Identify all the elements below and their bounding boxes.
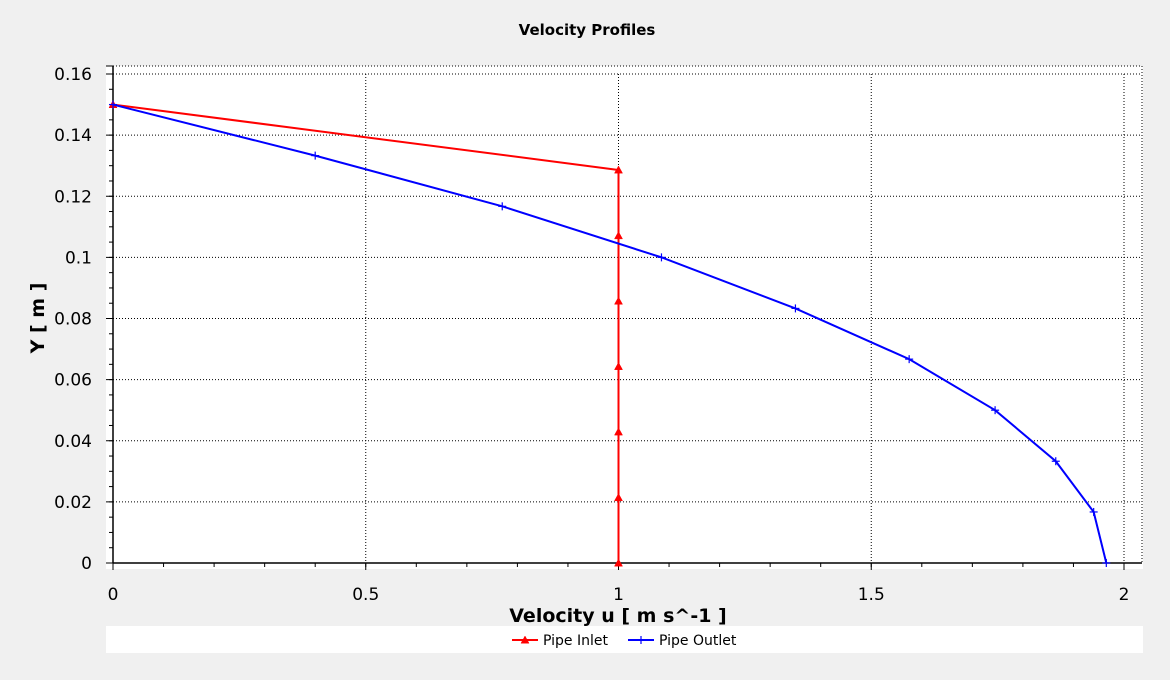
- y-tick-label: 0: [81, 554, 92, 574]
- y-tick-label: 0.1: [65, 248, 92, 268]
- data-point-pipe-outlet: [791, 304, 800, 313]
- data-point-pipe-outlet: [657, 253, 666, 262]
- y-tick-label: 0.14: [54, 126, 92, 146]
- y-axis-label: Y [ m ]: [27, 283, 49, 355]
- y-tick-label: 0.02: [54, 493, 92, 513]
- data-point-pipe-inlet: [614, 231, 623, 240]
- data-point-pipe-inlet: [614, 361, 623, 370]
- y-tick-label: 0.06: [54, 371, 92, 391]
- data-point-pipe-outlet: [1102, 559, 1111, 567]
- plot-area: [106, 66, 1143, 569]
- x-tick-label: 0: [108, 585, 119, 605]
- y-tick-label: 0.12: [54, 187, 92, 207]
- series-layer: [108, 100, 1111, 567]
- y-tick-label: 0.04: [54, 432, 92, 452]
- tick-labels: 0 0.5 1 1.5 2 0 0.02 0.04 0.06 0.08 0.1 0.12 0.14 0.1…: [54, 65, 1129, 605]
- legend: Pipe Inlet Pipe Outlet: [512, 633, 737, 649]
- data-point-pipe-outlet: [311, 151, 320, 160]
- x-tick-label: 0.5: [352, 585, 379, 605]
- data-point-pipe-outlet: [905, 355, 914, 364]
- data-point-pipe-outlet: [1051, 457, 1060, 466]
- series-line-pipe-inlet: [112, 103, 620, 563]
- x-tick-label: 1: [613, 585, 624, 605]
- chart-title: Velocity Profiles: [519, 21, 656, 39]
- data-point-pipe-inlet: [614, 427, 623, 436]
- legend-box: [106, 626, 1143, 653]
- data-point-pipe-inlet: [614, 296, 623, 305]
- data-point-pipe-outlet: [109, 100, 117, 109]
- data-point-pipe-inlet: [614, 558, 623, 567]
- x-tick-label: 2: [1119, 585, 1130, 605]
- x-axis-label: Velocity u [ m s^-1 ]: [509, 605, 726, 627]
- legend-label-pipe-outlet: Pipe Outlet: [659, 633, 737, 649]
- legend-label-pipe-inlet: Pipe Inlet: [543, 633, 608, 649]
- legend-marker-pipe-inlet: [520, 635, 530, 644]
- data-point-pipe-outlet: [1089, 507, 1098, 516]
- legend-marker-pipe-outlet: [637, 636, 645, 644]
- data-point-pipe-inlet: [614, 165, 623, 174]
- grid-lines: [113, 65, 1143, 563]
- data-point-pipe-outlet: [991, 406, 1000, 415]
- x-tick-label: 1.5: [858, 585, 885, 605]
- y-tick-label: 0.16: [54, 65, 92, 85]
- series-line-pipe-outlet: [112, 103, 1108, 564]
- data-point-pipe-inlet: [614, 493, 623, 502]
- data-point-pipe-outlet: [498, 202, 507, 211]
- y-tick-label: 0.08: [54, 310, 92, 330]
